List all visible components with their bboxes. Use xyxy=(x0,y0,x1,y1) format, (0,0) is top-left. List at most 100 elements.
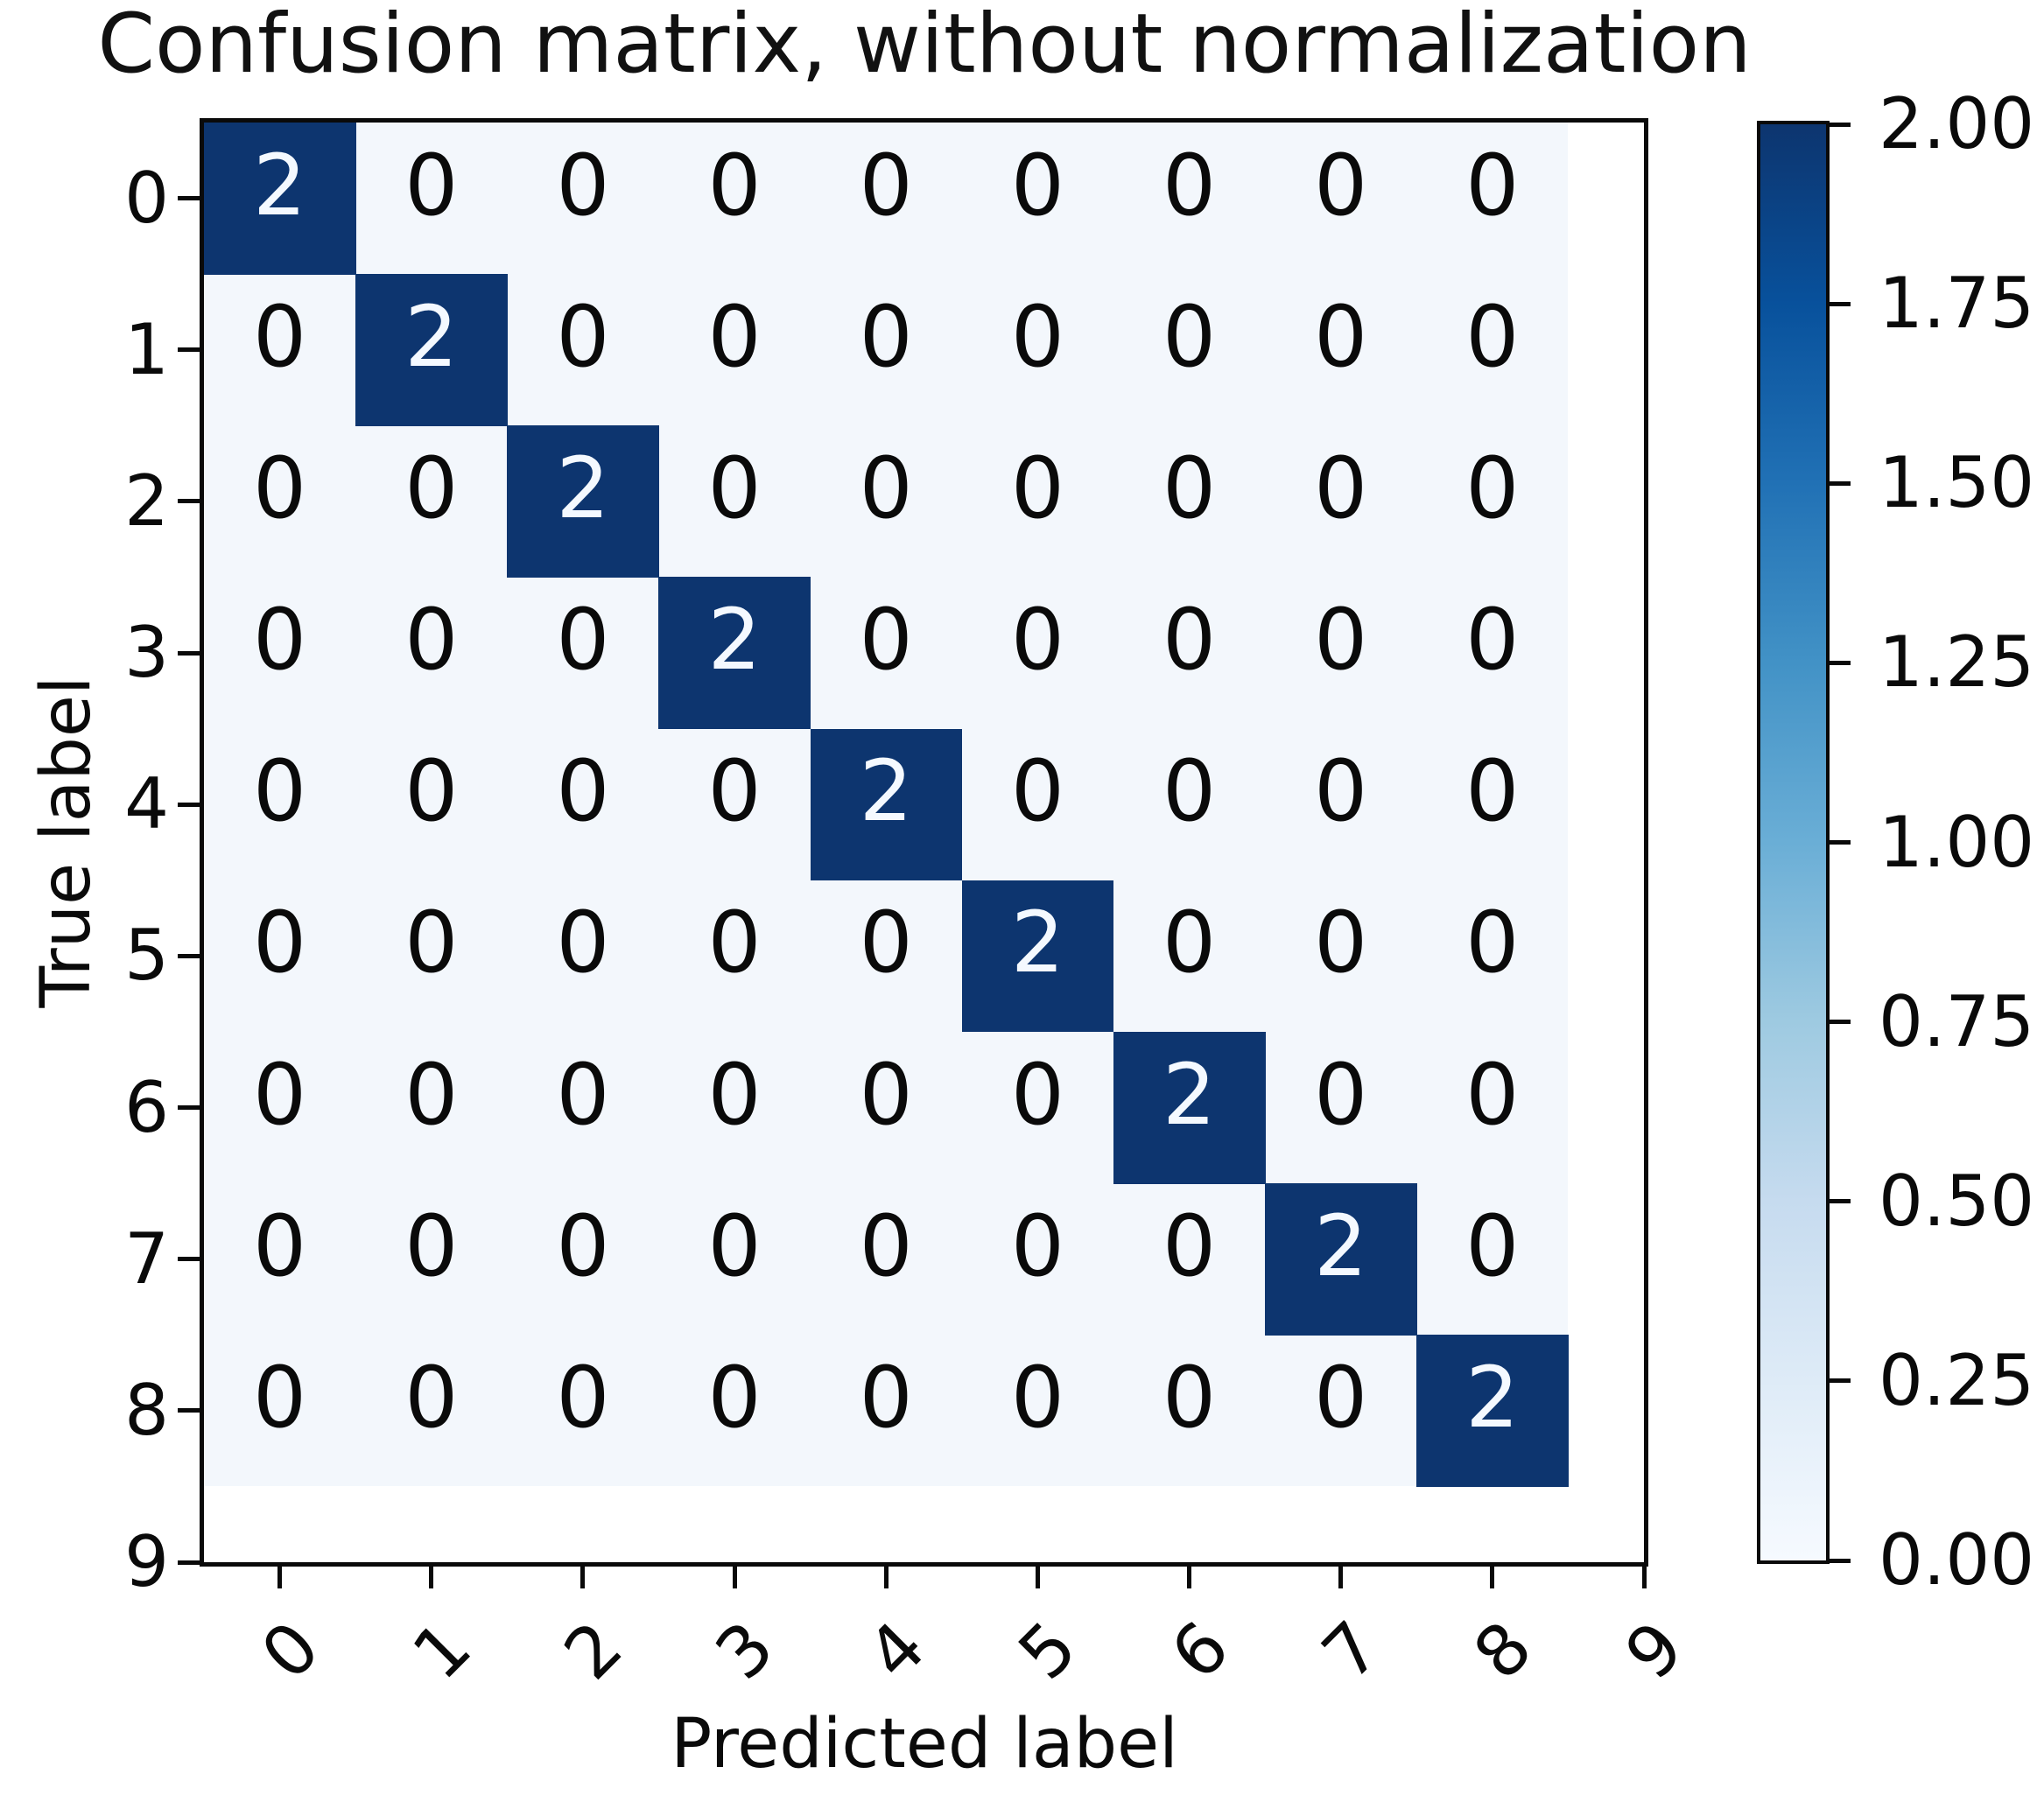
cell-value: 0 xyxy=(859,438,913,537)
heatmap-cell-high xyxy=(204,123,356,275)
cell-value: 0 xyxy=(859,1196,913,1295)
y-tick-mark xyxy=(178,499,200,504)
x-tick-mark xyxy=(277,1567,283,1588)
cell-value: 0 xyxy=(253,1348,307,1447)
colorbar-tick-label: 0.25 xyxy=(1879,1339,2035,1421)
cell-value: 0 xyxy=(253,438,307,537)
y-axis-label: True label xyxy=(27,676,106,1008)
heatmap-cell-high xyxy=(355,274,508,426)
cell-value: 0 xyxy=(1162,438,1217,537)
cell-value: 0 xyxy=(1465,136,1520,235)
colorbar-tick-mark xyxy=(1830,1199,1851,1204)
cell-value: 0 xyxy=(253,1196,307,1295)
x-tick-label: 9 xyxy=(1610,1606,1699,1695)
colorbar-tick-label: 1.50 xyxy=(1879,442,2035,524)
heatmap-cell-high xyxy=(658,577,811,730)
cell-value: 0 xyxy=(404,1045,459,1144)
colorbar-tick-label: 1.75 xyxy=(1879,263,2035,345)
y-tick-mark xyxy=(178,1408,200,1413)
x-axis-label: Predicted label xyxy=(671,1705,1178,1784)
x-tick-label: 8 xyxy=(1457,1606,1548,1695)
cell-value: 0 xyxy=(1465,1045,1520,1144)
cell-value: 0 xyxy=(1010,287,1064,386)
cell-value: 0 xyxy=(1010,136,1064,235)
cell-value: 0 xyxy=(1465,591,1520,690)
x-tick-mark xyxy=(1035,1567,1040,1588)
cell-value: 0 xyxy=(1314,591,1368,690)
cell-value: 2 xyxy=(1465,1348,1520,1447)
colorbar-tick-mark xyxy=(1830,480,1851,486)
cell-value: 0 xyxy=(404,438,459,537)
cell-value: 0 xyxy=(1465,742,1520,841)
cell-value: 0 xyxy=(556,742,610,841)
y-tick-label: 0 xyxy=(124,157,169,239)
y-tick-label: 2 xyxy=(124,459,169,542)
cell-value: 0 xyxy=(859,287,913,386)
cell-value: 0 xyxy=(404,591,459,690)
cell-value: 0 xyxy=(1314,438,1368,537)
colorbar-tick-label: 2.00 xyxy=(1879,83,2035,165)
cell-value: 2 xyxy=(859,742,913,841)
y-tick-mark xyxy=(178,953,200,958)
cell-value: 0 xyxy=(1010,591,1064,690)
colorbar-tick-label: 1.25 xyxy=(1879,621,2035,704)
cell-value: 0 xyxy=(707,1196,762,1295)
colorbar-tick-mark xyxy=(1830,1558,1851,1563)
cell-value: 2 xyxy=(404,287,459,386)
cell-value: 0 xyxy=(1162,894,1217,992)
cell-value: 0 xyxy=(707,742,762,841)
cell-value: 0 xyxy=(859,1045,913,1144)
x-tick-label: 6 xyxy=(1155,1606,1245,1695)
y-tick-label: 5 xyxy=(124,915,169,997)
cell-value: 0 xyxy=(1162,591,1217,690)
x-tick-label: 1 xyxy=(397,1606,487,1695)
cell-value: 0 xyxy=(1010,1045,1064,1144)
heatmap-cell-high xyxy=(961,880,1114,1033)
y-tick-mark xyxy=(178,1257,200,1262)
x-tick-label: 5 xyxy=(1003,1606,1093,1695)
cell-value: 0 xyxy=(404,894,459,992)
cell-value: 2 xyxy=(1162,1045,1217,1144)
cell-value: 0 xyxy=(1314,1045,1368,1144)
cell-value: 0 xyxy=(253,591,307,690)
colorbar-tick-label: 0.00 xyxy=(1879,1519,2035,1601)
cell-value: 0 xyxy=(556,287,610,386)
heatmap-cell-high xyxy=(810,728,963,881)
y-tick-mark xyxy=(178,347,200,353)
cell-value: 0 xyxy=(556,894,610,992)
y-tick-mark xyxy=(178,650,200,656)
cell-value: 0 xyxy=(1010,1196,1064,1295)
cell-value: 0 xyxy=(253,742,307,841)
y-tick-label: 9 xyxy=(124,1521,169,1602)
cell-value: 0 xyxy=(1162,1196,1217,1295)
x-tick-mark xyxy=(883,1567,889,1588)
x-tick-label: 3 xyxy=(700,1606,790,1695)
y-tick-label: 8 xyxy=(124,1369,169,1451)
cell-value: 0 xyxy=(1162,287,1217,386)
x-tick-mark xyxy=(732,1567,737,1588)
cell-value: 0 xyxy=(707,287,762,386)
cell-value: 0 xyxy=(1465,438,1520,537)
colorbar xyxy=(1757,121,1830,1564)
colorbar-tick-mark xyxy=(1830,301,1851,306)
cell-value: 2 xyxy=(707,591,762,690)
cell-value: 0 xyxy=(404,742,459,841)
cell-value: 0 xyxy=(1314,894,1368,992)
x-tick-mark xyxy=(1641,1567,1647,1588)
heatmap-cell-high xyxy=(1416,1335,1569,1487)
cell-value: 0 xyxy=(859,894,913,992)
y-tick-mark xyxy=(178,802,200,807)
cell-value: 0 xyxy=(404,1348,459,1447)
cell-value: 0 xyxy=(253,1045,307,1144)
y-tick-label: 6 xyxy=(124,1066,169,1148)
colorbar-tick-mark xyxy=(1830,122,1851,127)
x-tick-mark xyxy=(1490,1567,1495,1588)
heatmap-cell-high xyxy=(1113,1031,1266,1184)
cell-value: 2 xyxy=(1314,1196,1368,1295)
x-tick-mark xyxy=(1338,1567,1344,1588)
heatmap-cell-high xyxy=(1265,1183,1417,1336)
cell-value: 0 xyxy=(556,1045,610,1144)
cell-value: 0 xyxy=(1314,1348,1368,1447)
cell-value: 0 xyxy=(1465,894,1520,992)
